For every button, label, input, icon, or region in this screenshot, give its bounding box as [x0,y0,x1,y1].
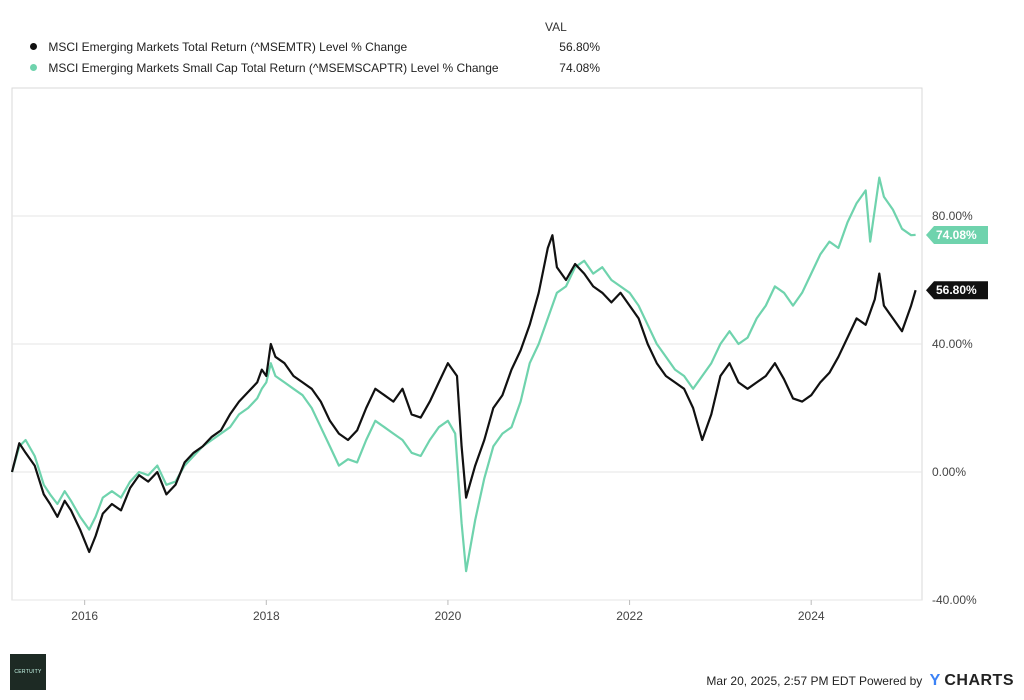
end-value-tag-bg [926,281,988,300]
end-value-tag: 74.08% [926,225,988,244]
chart-legend: VAL MSCI Emerging Markets Total Return (… [0,0,1024,80]
line-chart: -40.00% 0.00% 40.00% 80.00% 2016 2018 2020 2022… [10,87,988,623]
logo-text: CERTUITY [14,669,42,675]
legend-dot-icon [30,64,37,72]
x-tick-label: 2018 [253,609,280,623]
x-tick-label: 2020 [435,609,462,623]
y-tick-label: 0.00% [932,465,966,479]
legend-item-msemtr[interactable]: MSCI Emerging Markets Total Return (^MSE… [30,40,600,58]
x-tick-label: 2024 [798,609,825,623]
legend-value-header: VAL [545,20,567,34]
end-value-label: 56.80% [936,283,977,297]
end-value-tag-bg [926,225,988,244]
ycharts-logo-text: CHARTS [944,672,1014,689]
legend-dot-icon [30,43,37,51]
x-tick-label: 2022 [616,609,643,623]
legend-label: MSCI Emerging Markets Total Return (^MSE… [48,40,408,54]
end-value-label: 74.08% [936,228,977,242]
legend-item-msemscaptr[interactable]: MSCI Emerging Markets Small Cap Total Re… [30,61,600,79]
end-value-tag: 56.80% [926,281,988,300]
legend-value: 74.08% [559,61,600,75]
y-tick-label: 80.00% [932,209,973,223]
y-tick-label: 40.00% [932,337,973,351]
footer: Mar 20, 2025, 2:57 PM EDT Powered by Y CH… [706,672,1014,690]
certuity-logo: CERTUITY [10,654,46,690]
series-line-1 [10,176,916,573]
x-tick-label: 2016 [71,609,98,623]
legend-value: 56.80% [559,40,600,54]
series-line-0 [10,234,917,554]
ycharts-logo-y: Y [929,672,941,689]
timestamp: Mar 20, 2025, 2:57 PM EDT Powered by [706,674,923,688]
y-tick-label: -40.00% [932,593,977,607]
legend-label: MSCI Emerging Markets Small Cap Total Re… [48,61,499,75]
